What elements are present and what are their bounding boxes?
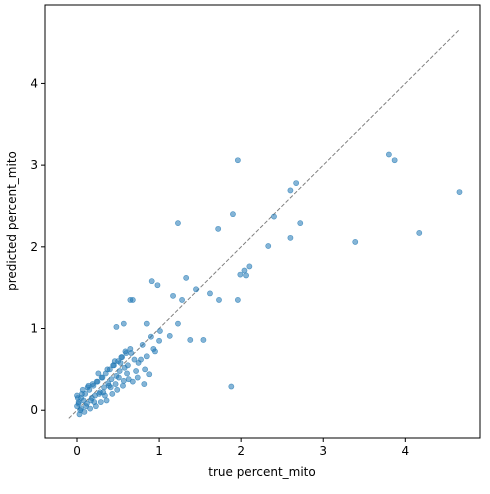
point bbox=[120, 382, 126, 389]
point bbox=[138, 356, 144, 363]
point bbox=[157, 328, 163, 334]
point bbox=[179, 297, 185, 303]
x-tick-label: 2 bbox=[237, 444, 245, 458]
point bbox=[108, 376, 115, 383]
point bbox=[118, 354, 125, 361]
point bbox=[101, 384, 107, 391]
point bbox=[133, 368, 140, 374]
y-axis-label: predicted percent_mito bbox=[5, 151, 19, 291]
point bbox=[156, 337, 162, 344]
point bbox=[200, 337, 207, 343]
point bbox=[456, 189, 463, 195]
point bbox=[100, 389, 107, 396]
point bbox=[116, 368, 123, 374]
point bbox=[297, 220, 304, 227]
point bbox=[150, 346, 157, 352]
point bbox=[166, 332, 173, 339]
y-tick-label: 2 bbox=[30, 240, 38, 254]
point bbox=[228, 383, 235, 390]
point bbox=[134, 374, 141, 381]
point bbox=[122, 348, 129, 355]
point bbox=[75, 400, 82, 407]
point bbox=[183, 274, 190, 281]
point bbox=[117, 359, 124, 366]
point bbox=[391, 157, 398, 164]
point bbox=[234, 157, 241, 164]
point bbox=[207, 290, 213, 297]
point bbox=[146, 371, 153, 378]
point bbox=[128, 350, 135, 356]
point bbox=[129, 297, 136, 303]
point bbox=[154, 282, 161, 289]
point bbox=[215, 225, 222, 232]
point bbox=[141, 381, 148, 387]
point bbox=[89, 381, 96, 387]
point bbox=[237, 271, 244, 278]
point bbox=[148, 278, 155, 285]
point bbox=[87, 405, 94, 412]
point bbox=[81, 408, 88, 415]
x-tick-label: 3 bbox=[319, 444, 327, 458]
point bbox=[143, 320, 150, 327]
y-tick-label: 3 bbox=[30, 158, 38, 172]
point bbox=[99, 374, 106, 381]
point bbox=[170, 292, 176, 299]
point bbox=[216, 297, 222, 303]
point bbox=[234, 297, 241, 303]
point bbox=[106, 382, 112, 389]
point bbox=[103, 397, 110, 404]
point bbox=[92, 403, 99, 410]
point bbox=[416, 230, 423, 236]
point bbox=[175, 220, 181, 227]
x-tick-label: 0 bbox=[73, 444, 81, 458]
y-tick-label: 4 bbox=[30, 76, 38, 90]
point bbox=[243, 272, 249, 279]
point bbox=[193, 286, 199, 293]
point bbox=[241, 267, 248, 274]
point bbox=[120, 377, 127, 384]
point bbox=[139, 341, 146, 348]
x-axis-label: true percent_mito bbox=[208, 465, 315, 479]
reference-line bbox=[68, 29, 460, 419]
x-tick-label: 1 bbox=[155, 444, 163, 458]
point bbox=[175, 320, 181, 327]
y-tick-label: 1 bbox=[30, 322, 38, 336]
point bbox=[120, 320, 127, 327]
point bbox=[112, 381, 119, 387]
point bbox=[287, 234, 294, 241]
y-tick-label: 0 bbox=[30, 403, 38, 417]
point bbox=[104, 366, 111, 373]
point bbox=[265, 243, 272, 249]
point bbox=[114, 386, 121, 393]
point bbox=[113, 323, 120, 330]
x-tick-label: 4 bbox=[401, 444, 409, 458]
point bbox=[271, 213, 277, 220]
point bbox=[187, 337, 194, 343]
point bbox=[78, 395, 85, 401]
point bbox=[287, 187, 294, 194]
point bbox=[129, 378, 136, 385]
point bbox=[246, 263, 253, 270]
point bbox=[230, 211, 236, 218]
point bbox=[147, 333, 154, 340]
point bbox=[124, 362, 131, 369]
point bbox=[131, 356, 138, 363]
point bbox=[293, 180, 300, 187]
point bbox=[143, 353, 150, 360]
point bbox=[111, 358, 118, 365]
plot-frame bbox=[44, 4, 481, 439]
point bbox=[109, 390, 116, 397]
point bbox=[142, 366, 149, 373]
point bbox=[385, 151, 392, 158]
point bbox=[115, 374, 122, 381]
point bbox=[76, 411, 83, 418]
point bbox=[124, 370, 130, 377]
point bbox=[95, 370, 102, 377]
point bbox=[84, 384, 91, 391]
point bbox=[97, 399, 104, 405]
point bbox=[352, 239, 359, 245]
